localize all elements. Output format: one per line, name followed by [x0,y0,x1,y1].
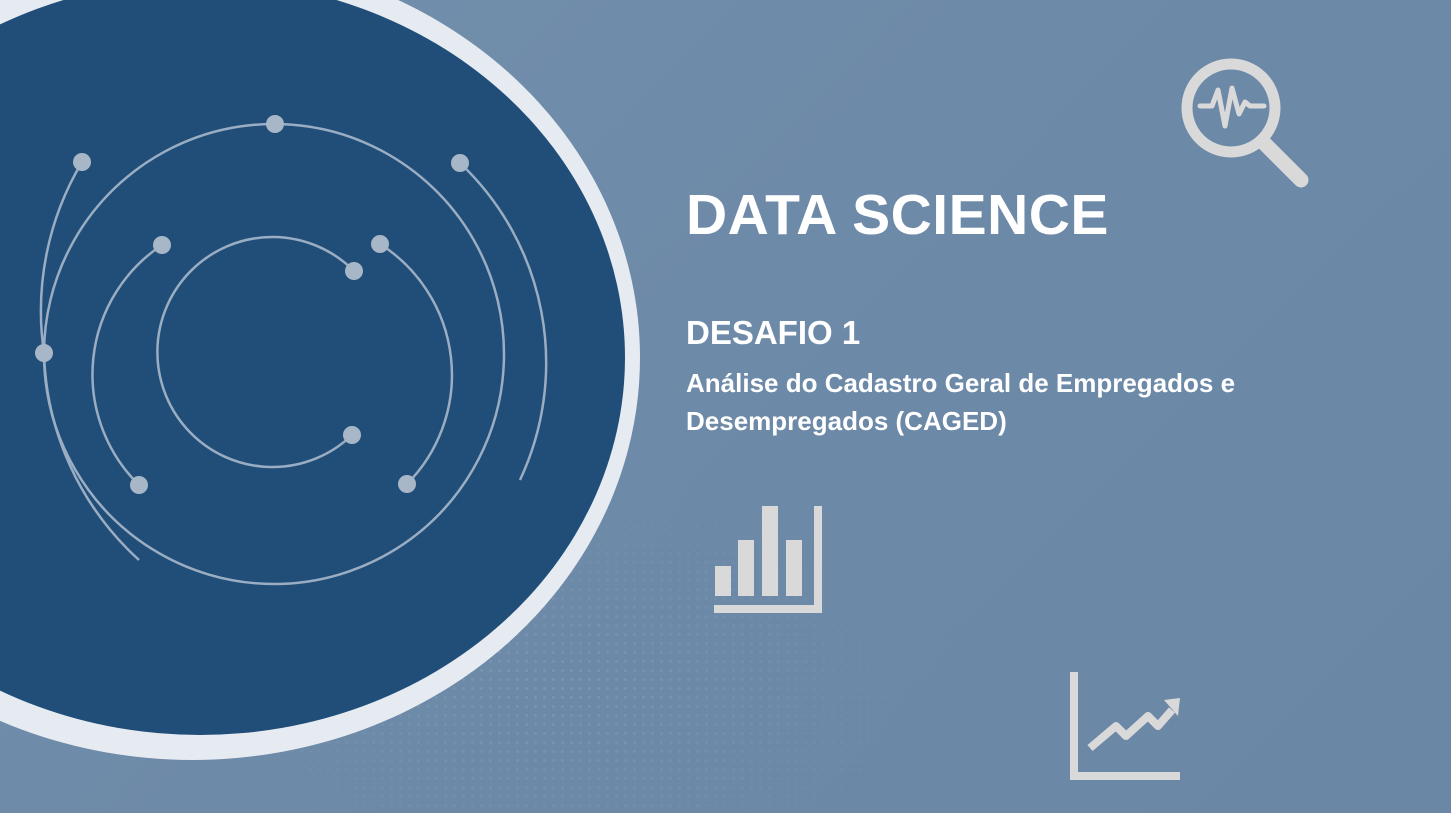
bar-chart-icon [714,506,822,613]
slide-subtitle: DESAFIO 1 [686,314,861,351]
trend-line-chart-icon [1070,672,1180,780]
slide-title: DATA SCIENCE [686,183,1109,247]
magnifier-pulse-icon [1181,58,1309,188]
circuit-rings-graphic [35,115,548,586]
slide-description: Análise do Cadastro Geral de Empregados … [686,368,1236,436]
